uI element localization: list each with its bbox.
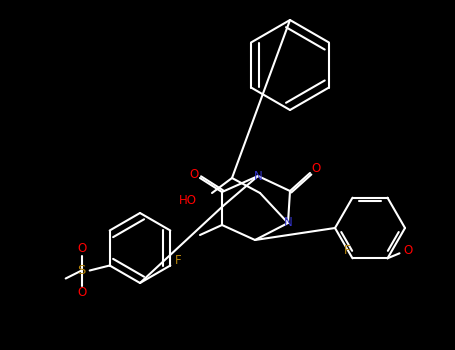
Text: O: O	[311, 162, 321, 175]
Text: S: S	[77, 264, 86, 277]
Text: O: O	[77, 286, 86, 299]
Text: O: O	[189, 168, 199, 181]
Text: O: O	[77, 242, 86, 255]
Text: F: F	[344, 244, 351, 257]
Text: F: F	[175, 254, 182, 267]
Text: HO: HO	[179, 195, 197, 208]
Text: N: N	[283, 217, 293, 230]
Text: O: O	[403, 244, 412, 257]
Text: N: N	[253, 169, 263, 182]
